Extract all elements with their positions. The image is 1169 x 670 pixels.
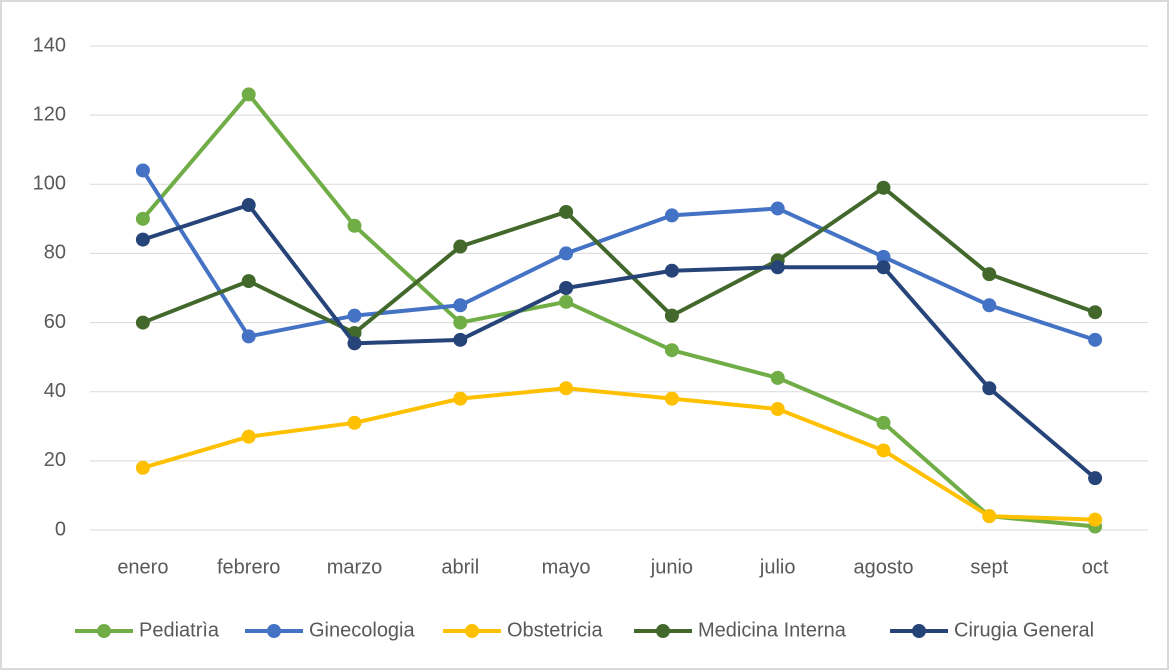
series-line xyxy=(142,203,1097,480)
data-point xyxy=(559,281,574,295)
data-point xyxy=(559,381,574,396)
series-line xyxy=(141,169,1096,342)
data-point xyxy=(135,211,150,226)
data-point xyxy=(347,336,362,351)
data-point xyxy=(664,391,679,406)
data-point xyxy=(1088,332,1103,347)
data-point xyxy=(770,370,785,385)
series-line xyxy=(141,92,1096,529)
legend-marker xyxy=(656,624,670,638)
data-point xyxy=(559,246,574,261)
data-point xyxy=(982,267,997,282)
data-point xyxy=(1088,471,1103,486)
data-point xyxy=(241,429,256,444)
data-point xyxy=(347,308,362,323)
data-point xyxy=(241,329,256,344)
data-point xyxy=(664,263,679,278)
series-line xyxy=(142,185,1096,335)
x-tick-label: marzo xyxy=(327,556,383,578)
data-point xyxy=(241,274,256,289)
x-tick-label: agosto xyxy=(853,556,913,578)
data-point xyxy=(453,332,468,347)
x-tick-label: junio xyxy=(650,556,693,578)
x-tick-label: abril xyxy=(441,556,479,578)
legend-marker xyxy=(912,624,926,638)
legend-marker xyxy=(465,624,479,638)
data-point xyxy=(135,315,150,330)
y-tick-label: 140 xyxy=(33,34,66,56)
legend-marker xyxy=(267,624,281,638)
legend-label: Pediatrìa xyxy=(139,619,220,641)
data-point xyxy=(135,163,150,178)
data-point xyxy=(876,180,891,195)
data-point xyxy=(876,443,891,458)
x-tick-label: febrero xyxy=(217,556,280,578)
data-point xyxy=(664,308,679,323)
data-point xyxy=(453,298,468,313)
x-tick-label: julio xyxy=(759,556,796,578)
y-tick-label: 60 xyxy=(44,311,66,333)
data-point xyxy=(982,509,997,524)
data-point xyxy=(135,232,150,247)
data-point xyxy=(241,198,256,213)
data-point xyxy=(453,315,468,330)
data-point xyxy=(559,294,574,309)
y-tick-label: 80 xyxy=(44,242,66,264)
y-tick-label: 100 xyxy=(33,173,66,195)
y-tick-label: 120 xyxy=(33,103,66,125)
y-tick-label: 20 xyxy=(44,449,66,471)
data-point xyxy=(347,218,362,233)
legend-marker xyxy=(97,624,111,638)
data-point xyxy=(241,87,256,102)
data-point xyxy=(664,208,679,223)
data-point xyxy=(770,402,785,416)
data-point xyxy=(876,249,891,264)
x-tick-label: sept xyxy=(970,556,1008,578)
data-point xyxy=(876,260,891,275)
data-point xyxy=(770,260,785,275)
legend-label: Cirugia General xyxy=(954,619,1094,641)
x-tick-label: enero xyxy=(117,556,168,578)
series-line xyxy=(142,386,1096,522)
data-point xyxy=(453,391,468,406)
data-point xyxy=(1088,305,1103,320)
data-point xyxy=(770,201,785,216)
y-tick-label: 40 xyxy=(44,380,66,402)
data-point xyxy=(982,381,997,396)
data-point xyxy=(135,460,150,475)
data-point xyxy=(1088,512,1103,527)
data-point xyxy=(453,239,468,254)
data-point xyxy=(982,298,997,313)
x-tick-label: oct xyxy=(1082,556,1109,578)
legend-label: Obstetricia xyxy=(507,619,603,641)
data-point xyxy=(347,415,362,430)
x-tick-label: mayo xyxy=(542,556,591,578)
data-point xyxy=(664,343,679,358)
data-point xyxy=(876,415,891,430)
data-point xyxy=(559,204,574,219)
y-tick-label: 0 xyxy=(55,518,66,540)
legend-label: Medicina Interna xyxy=(698,619,847,641)
legend-label: Ginecologia xyxy=(309,619,416,641)
